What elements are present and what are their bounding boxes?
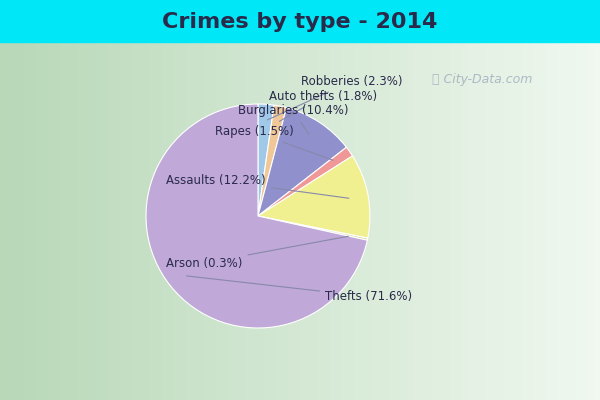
Wedge shape (258, 216, 368, 240)
Text: Thefts (71.6%): Thefts (71.6%) (187, 276, 412, 303)
Wedge shape (258, 147, 353, 216)
Wedge shape (146, 104, 367, 328)
Text: Auto thefts (1.8%): Auto thefts (1.8%) (269, 90, 377, 121)
Text: Rapes (1.5%): Rapes (1.5%) (215, 126, 333, 160)
Text: Robberies (2.3%): Robberies (2.3%) (268, 75, 402, 120)
Wedge shape (258, 105, 287, 216)
Wedge shape (258, 108, 346, 216)
Bar (0, 0, 600, 42)
Text: Burglaries (10.4%): Burglaries (10.4%) (238, 104, 349, 134)
Text: Assaults (12.2%): Assaults (12.2%) (166, 174, 349, 198)
Text: Crimes by type - 2014: Crimes by type - 2014 (163, 12, 437, 32)
Text: Arson (0.3%): Arson (0.3%) (166, 236, 349, 270)
Text: ⓘ City-Data.com: ⓘ City-Data.com (432, 74, 532, 86)
Wedge shape (258, 104, 274, 216)
Wedge shape (258, 156, 370, 238)
